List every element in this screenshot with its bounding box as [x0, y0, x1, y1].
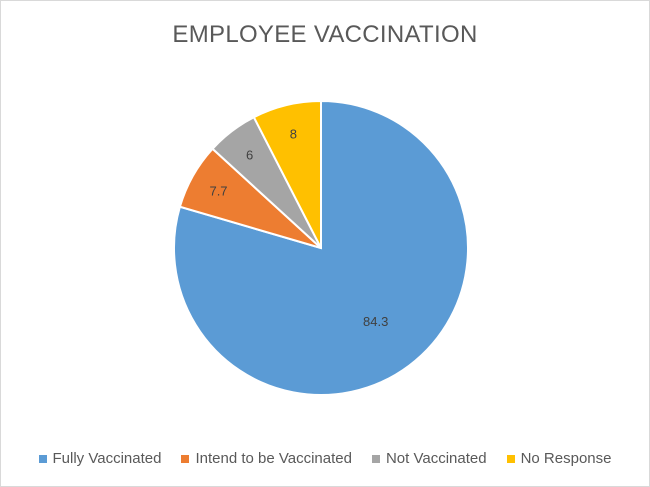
legend-item-not-vaccinated: Not Vaccinated: [371, 450, 487, 467]
pie-chart: 84.3 7.7 6 8: [173, 99, 469, 396]
data-label-intend-to-be-vaccinated: 7.7: [209, 183, 227, 198]
data-label-fully-vaccinated: 84.3: [363, 314, 388, 329]
legend-item-no-response: No Response: [506, 450, 612, 467]
legend-label: Not Vaccinated: [385, 450, 487, 467]
legend-label: Fully Vaccinated: [52, 450, 162, 467]
data-label-not-vaccinated: 6: [246, 148, 253, 163]
legend-item-intend-to-be-vaccinated: Intend to be Vaccinated: [181, 450, 352, 467]
chart-legend: Fully Vaccinated Intend to be Vaccinated N…: [1, 450, 649, 467]
legend-swatch: [181, 454, 190, 463]
legend-swatch: [38, 454, 47, 463]
pie-slice-no-response: [252, 99, 322, 249]
legend-swatch: [506, 454, 515, 463]
legend-swatch: [371, 454, 380, 463]
legend-label: No Response: [520, 450, 612, 467]
data-label-no-response: 8: [290, 127, 297, 142]
chart-title: EMPLOYEE VACCINATION: [172, 21, 478, 48]
legend-item-fully-vaccinated: Fully Vaccinated: [38, 450, 162, 467]
legend-label: Intend to be Vaccinated: [195, 450, 352, 467]
